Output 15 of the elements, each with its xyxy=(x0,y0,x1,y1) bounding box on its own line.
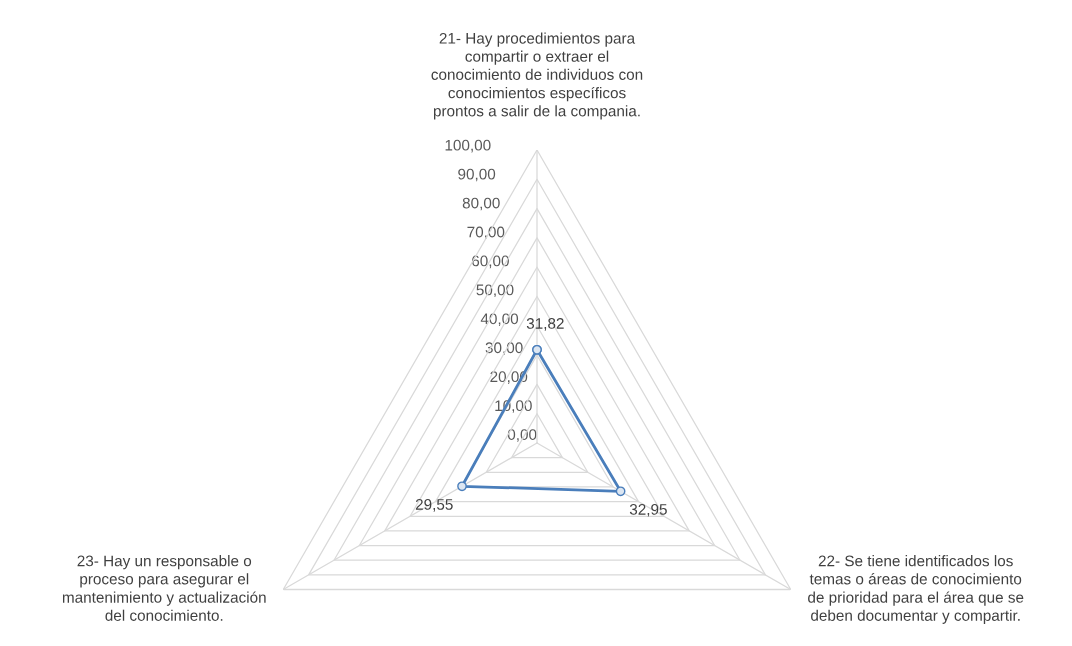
y-tick-label: 60,00 xyxy=(472,255,509,269)
y-tick-label: 70,00 xyxy=(467,226,505,240)
data-label: 29,55 xyxy=(415,499,453,512)
data-label: 32,95 xyxy=(629,504,667,517)
data-label: 31,82 xyxy=(526,318,564,331)
y-tick-label: 100,00 xyxy=(445,139,491,153)
spoke-label: 21- Hay procedimientos para compartir o extraer el conocimiento de individuos con conocimientos específicos prontos a salir de la compania. xyxy=(431,32,643,120)
y-tick-label: 50,00 xyxy=(476,284,514,298)
y-tick-label: 80,00 xyxy=(462,197,500,211)
y-tick-label: 30,00 xyxy=(485,342,523,355)
spoke-label: 22- Se tiene identificados los temas o áreas de conocimiento de prioridad para el área que se deben documentar y compartir. xyxy=(808,555,1024,624)
y-tick-label: 90,00 xyxy=(458,168,496,182)
y-tick-label: 0,00 xyxy=(507,429,537,442)
spoke-label: 23- Hay un responsable o proceso para asegurar el mantenimiento y actualización del conocimiento. xyxy=(62,555,266,621)
y-tick-label: 40,00 xyxy=(480,313,519,327)
